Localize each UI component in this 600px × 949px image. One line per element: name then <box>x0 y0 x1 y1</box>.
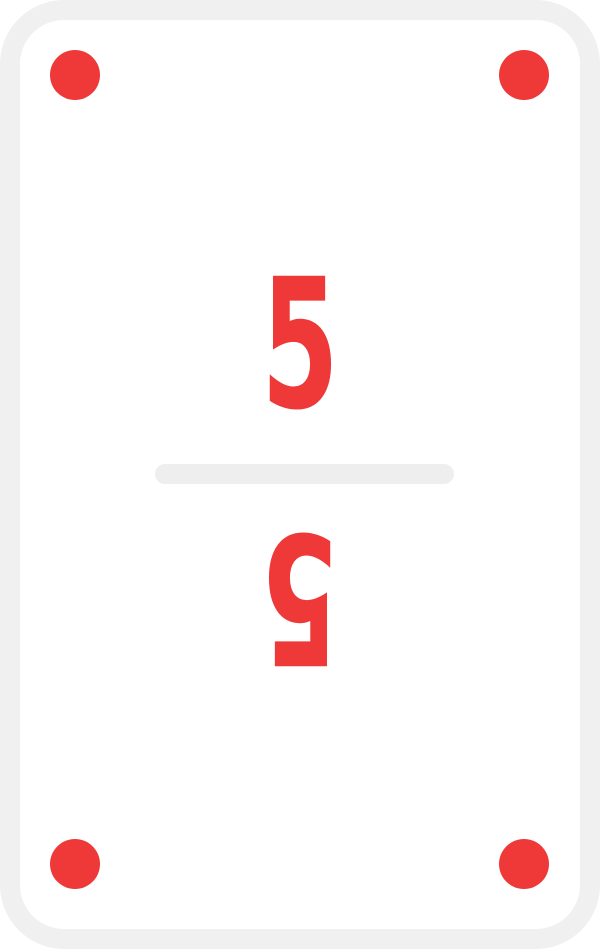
card-value-top: 5 <box>261 241 339 450</box>
corner-pip-top-right <box>499 50 549 100</box>
card-value-bottom: 5 <box>261 492 339 701</box>
corner-pip-top-left <box>50 50 100 100</box>
corner-pip-bottom-right <box>499 839 549 889</box>
corner-pip-bottom-left <box>50 839 100 889</box>
card-divider <box>155 464 454 484</box>
